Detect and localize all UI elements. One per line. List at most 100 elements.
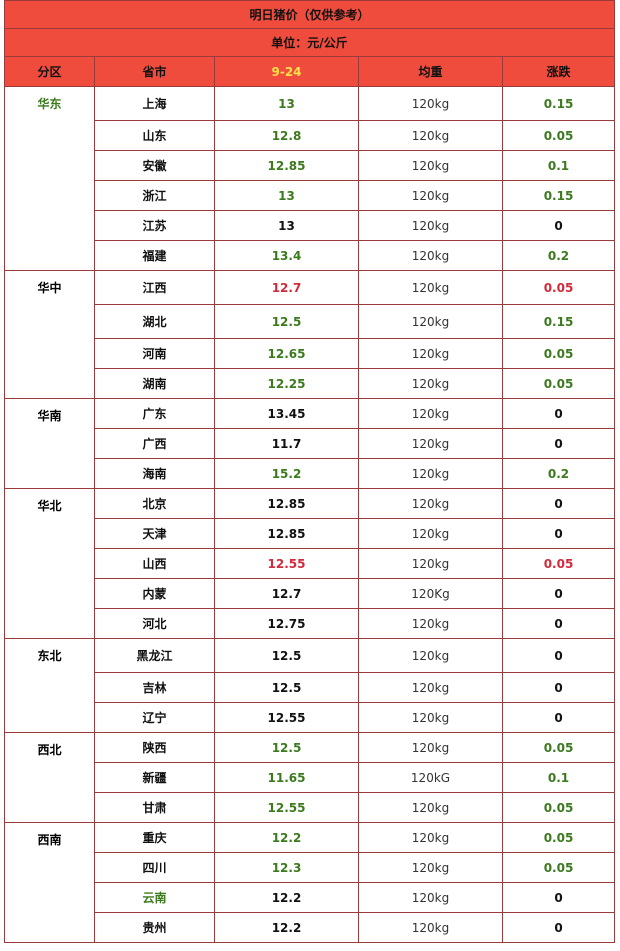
change-cell: 0.05 <box>502 548 615 579</box>
table-title: 明日猪价（仅供参考） <box>4 0 615 29</box>
header-change: 涨跌 <box>502 56 615 87</box>
province-cell: 河南 <box>94 338 215 369</box>
table-row: 安徽 12.85 120kg 0.1 <box>5 150 615 181</box>
region-cell: 华北 <box>4 488 95 639</box>
weight-cell: 120kg <box>358 338 503 369</box>
change-cell: 0.05 <box>502 732 615 763</box>
region-cell: 华东 <box>4 86 95 271</box>
price-table: 明日猪价（仅供参考） 单位：元/公斤 分区 省市 9-24 均重 涨跌 华东 上海… <box>4 0 615 943</box>
province-cell: 重庆 <box>94 822 215 853</box>
weight-cell: 120kg <box>358 852 503 883</box>
province-cell: 河北 <box>94 608 215 639</box>
province-cell: 内蒙 <box>94 578 215 609</box>
table-row: 山西 12.55 120kg 0.05 <box>5 548 615 579</box>
province-cell: 甘肃 <box>94 792 215 823</box>
price-cell: 15.2 <box>214 458 359 489</box>
weight-cell: 120kg <box>358 150 503 181</box>
region-cell: 华中 <box>4 270 95 399</box>
price-cell: 12.2 <box>214 882 359 913</box>
price-cell: 12.8 <box>214 120 359 151</box>
province-cell: 江苏 <box>94 210 215 241</box>
weight-cell: 120kg <box>358 912 503 943</box>
table-row: 西北 陕西 12.5 120kg 0.05 <box>4 732 615 823</box>
price-cell: 12.55 <box>214 702 359 733</box>
table-row: 天津 12.85 120kg 0 <box>5 518 615 549</box>
weight-cell: 120kg <box>358 518 503 549</box>
change-cell: 0.05 <box>502 792 615 823</box>
table-row: 云南 12.2 120kg 0 <box>5 882 615 913</box>
title-row: 明日猪价（仅供参考） <box>4 0 615 29</box>
table-body: 华东 上海 13 120kg 0.15 山东 12.8 120kg 0.05 安徽 12.85 120… <box>4 86 615 943</box>
price-cell: 12.55 <box>214 548 359 579</box>
table-row: 吉林 12.5 120kg 0 <box>5 672 615 703</box>
province-cell: 云南 <box>94 882 215 913</box>
table-row: 河北 12.75 120kg 0 <box>5 608 615 639</box>
province-cell: 湖南 <box>94 368 215 399</box>
table-row: 东北 黑龙江 12.5 120kg 0 <box>4 638 615 733</box>
table-row: 辽宁 12.55 120kg 0 <box>5 702 615 733</box>
table-row: 广西 11.7 120kg 0 <box>5 428 615 459</box>
price-cell: 12.2 <box>214 912 359 943</box>
price-cell: 12.75 <box>214 608 359 639</box>
table-row: 华南 广东 13.45 120kg 0 <box>4 398 615 489</box>
header-province: 省市 <box>94 56 215 87</box>
weight-cell: 120kg <box>358 240 503 271</box>
region-cell: 西南 <box>4 822 95 943</box>
weight-cell: 120Kg <box>358 578 503 609</box>
table-row: 海南 15.2 120kg 0.2 <box>5 458 615 489</box>
table-row: 浙江 13 120kg 0.15 <box>5 180 615 211</box>
price-cell: 13 <box>214 180 359 211</box>
price-cell: 12.5 <box>214 304 359 339</box>
change-cell: 0 <box>502 912 615 943</box>
province-cell: 新疆 <box>94 762 215 793</box>
province-cell: 海南 <box>94 458 215 489</box>
change-cell: 0 <box>502 882 615 913</box>
price-cell: 12.85 <box>214 518 359 549</box>
weight-cell: 120kg <box>358 86 503 121</box>
column-header-row: 分区 省市 9-24 均重 涨跌 <box>4 56 615 87</box>
table-row: 贵州 12.2 120kg 0 <box>5 912 615 943</box>
change-cell: 0.1 <box>502 150 615 181</box>
weight-cell: 120kg <box>358 270 503 305</box>
table-row: 山东 12.8 120kg 0.05 <box>5 120 615 151</box>
table-row: 湖北 12.5 120kg 0.15 <box>5 304 615 339</box>
change-cell: 0.1 <box>502 762 615 793</box>
province-cell: 吉林 <box>94 672 215 703</box>
price-cell: 12.5 <box>214 638 359 673</box>
weight-cell: 120kg <box>358 398 503 429</box>
weight-cell: 120kg <box>358 638 503 673</box>
change-cell: 0 <box>502 488 615 519</box>
province-cell: 天津 <box>94 518 215 549</box>
price-cell: 12.5 <box>214 732 359 763</box>
table-row: 内蒙 12.7 120Kg 0 <box>5 578 615 609</box>
table-row: 河南 12.65 120kg 0.05 <box>5 338 615 369</box>
table-row: 华东 上海 13 120kg 0.15 <box>4 86 615 271</box>
weight-cell: 120kg <box>358 882 503 913</box>
table-row: 福建 13.4 120kg 0.2 <box>5 240 615 271</box>
change-cell: 0.15 <box>502 180 615 211</box>
price-cell: 12.85 <box>214 488 359 519</box>
province-cell: 浙江 <box>94 180 215 211</box>
change-cell: 0.2 <box>502 240 615 271</box>
province-cell: 上海 <box>94 86 215 121</box>
weight-cell: 120kg <box>358 822 503 853</box>
header-region: 分区 <box>4 56 95 87</box>
change-cell: 0.05 <box>502 270 615 305</box>
change-cell: 0 <box>502 608 615 639</box>
table-row: 甘肃 12.55 120kg 0.05 <box>5 792 615 823</box>
price-cell: 12.7 <box>214 270 359 305</box>
unit-label: 单位：元/公斤 <box>4 28 615 57</box>
weight-cell: 120kg <box>358 458 503 489</box>
price-cell: 12.85 <box>214 150 359 181</box>
table-row: 华中 江西 12.7 120kg 0.05 <box>4 270 615 399</box>
province-cell: 广西 <box>94 428 215 459</box>
province-cell: 贵州 <box>94 912 215 943</box>
change-cell: 0 <box>502 210 615 241</box>
weight-cell: 120kg <box>358 792 503 823</box>
weight-cell: 120kg <box>358 548 503 579</box>
weight-cell: 120kg <box>358 488 503 519</box>
province-cell: 山西 <box>94 548 215 579</box>
price-cell: 13 <box>214 86 359 121</box>
province-cell: 安徽 <box>94 150 215 181</box>
change-cell: 0 <box>502 428 615 459</box>
